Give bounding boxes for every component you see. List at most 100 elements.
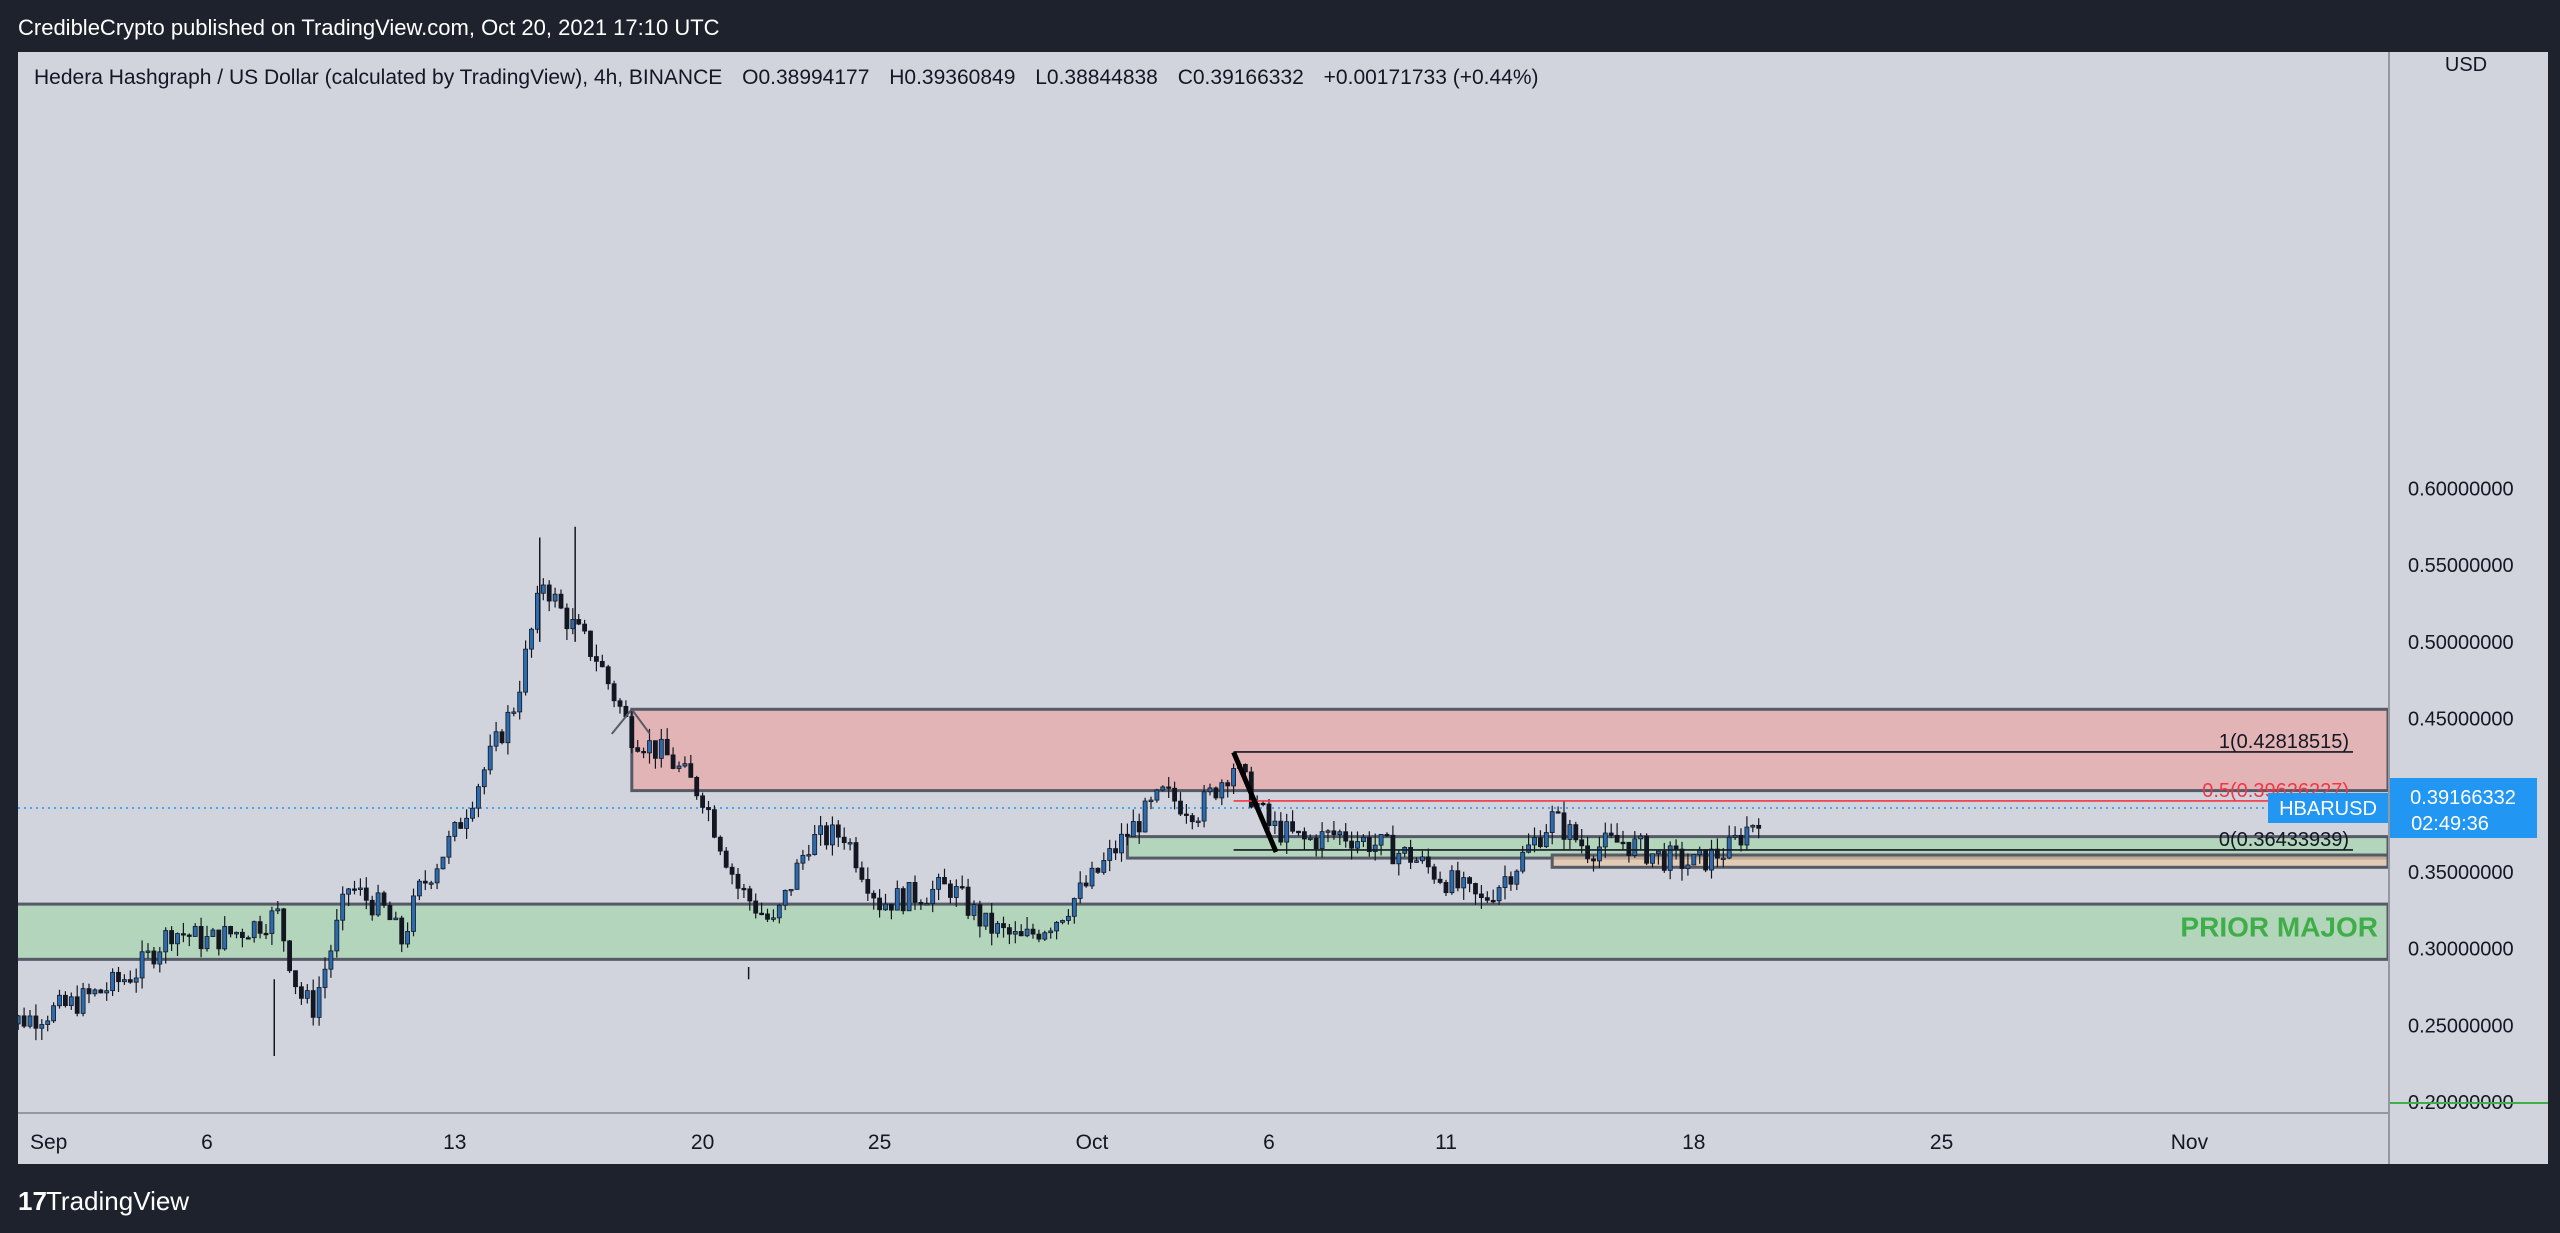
candle-body xyxy=(1449,870,1455,894)
price-axis[interactable]: USD 0.60000000 0.55000000 0.50000000 0.45000… xyxy=(2388,52,2548,1164)
candle-body xyxy=(1667,845,1673,871)
price-tick-label: 0.55000000 xyxy=(2408,555,2514,577)
candle-body xyxy=(346,888,352,895)
candle-body xyxy=(74,996,80,1014)
candle-body xyxy=(304,990,310,999)
candle-body xyxy=(948,883,953,898)
change-value: +0.00171733 (+0.44%) xyxy=(1323,66,1539,89)
candle-body xyxy=(18,1015,21,1025)
candle-body xyxy=(33,1015,39,1029)
candle-body xyxy=(122,979,127,983)
candle-body xyxy=(399,917,405,945)
candle-body xyxy=(1266,803,1272,827)
candle-body xyxy=(1425,856,1431,868)
candle-body xyxy=(1656,850,1661,855)
candle-body xyxy=(1437,878,1443,883)
candle-body xyxy=(1502,876,1508,888)
chart-canvas[interactable]: 1(0.42818515)0.5(0.39626227)0(0.36433939… xyxy=(18,52,2388,1112)
candle-body xyxy=(1077,882,1083,899)
tradingview-logo[interactable]: 17TradingView xyxy=(18,1186,190,1216)
candle-body xyxy=(1018,931,1024,937)
candle-body xyxy=(1172,787,1177,802)
candle-body xyxy=(523,648,529,693)
candle-body xyxy=(883,903,888,911)
candle-body xyxy=(363,887,369,901)
time-axis-canvas[interactable]: Sep 6 13 20 25 Oct 6 11 18 25 Nov xyxy=(18,1114,2388,1164)
candle-body xyxy=(959,886,965,889)
candle-body xyxy=(658,738,664,759)
candle-body xyxy=(635,747,641,752)
candle-body xyxy=(588,630,593,657)
candle-body xyxy=(1744,826,1750,846)
candle-body xyxy=(1355,841,1360,849)
candle-body xyxy=(735,873,741,889)
candle-body xyxy=(245,937,251,940)
candle-body xyxy=(228,926,234,935)
price-axis-canvas[interactable]: USD 0.60000000 0.55000000 0.50000000 0.45000… xyxy=(2390,52,2548,1164)
candle-body xyxy=(470,807,475,819)
candle-body xyxy=(529,628,534,650)
candle-body xyxy=(1626,841,1632,856)
candle-body xyxy=(86,988,92,995)
candle-body xyxy=(1290,821,1295,832)
candle-body xyxy=(1325,830,1331,833)
candle-body xyxy=(1095,867,1101,873)
candle-body xyxy=(104,990,110,994)
candle-body xyxy=(1673,845,1679,850)
bar-countdown: 02:49:36 xyxy=(2411,813,2489,835)
candle-body xyxy=(582,623,587,632)
candle-body xyxy=(1614,834,1620,843)
candle-body xyxy=(552,593,558,602)
candle-body xyxy=(1101,860,1107,873)
candle-body xyxy=(977,904,983,927)
candle-body xyxy=(664,738,670,756)
time-tick-label: 6 xyxy=(1263,1131,1275,1154)
time-axis[interactable]: Sep 6 13 20 25 Oct 6 11 18 25 Nov xyxy=(18,1112,2388,1164)
candle-body xyxy=(1231,768,1236,787)
candle-body xyxy=(1597,846,1602,862)
candle-body xyxy=(116,971,121,983)
candle-body xyxy=(841,836,847,844)
candle-body xyxy=(186,934,192,937)
candle-body xyxy=(1473,883,1478,895)
candle-body xyxy=(175,933,180,945)
candle-body xyxy=(800,854,806,864)
candle-body xyxy=(1213,787,1219,799)
candle-body xyxy=(352,888,357,891)
candle-body xyxy=(712,809,717,838)
candle-body xyxy=(1349,840,1354,849)
candle-body xyxy=(930,888,936,905)
candle-body xyxy=(1054,921,1059,932)
candle-body xyxy=(1066,915,1071,921)
candle-body xyxy=(1561,812,1567,840)
candle-body xyxy=(452,822,458,837)
zone-marker xyxy=(611,707,651,735)
candle-body xyxy=(328,950,334,970)
candle-body xyxy=(1036,933,1042,940)
high-label: H xyxy=(889,66,905,89)
candle-body xyxy=(1585,845,1590,860)
candle-body xyxy=(877,897,882,911)
candle-body xyxy=(275,908,281,912)
candle-body xyxy=(505,711,511,744)
candle-body xyxy=(540,584,546,594)
candle-body xyxy=(1555,811,1561,814)
candle-body xyxy=(481,769,487,788)
candle-body xyxy=(1142,800,1148,833)
candle-body xyxy=(57,994,62,1007)
open-value: 0.38994177 xyxy=(758,66,870,89)
candle-body xyxy=(889,903,894,911)
chart-pane[interactable]: 1(0.42818515) 0.5(0.39626227) 0(0.36433939… xyxy=(18,52,2388,1164)
candle-body xyxy=(1302,831,1307,840)
candle-body xyxy=(759,912,764,916)
candle-body xyxy=(942,876,947,885)
candle-body xyxy=(983,912,989,927)
time-tick-label: 18 xyxy=(1682,1131,1705,1154)
candle-body xyxy=(859,867,865,880)
candle-body xyxy=(747,888,753,902)
candle-body xyxy=(357,887,363,890)
candle-body xyxy=(535,592,540,630)
candle-body xyxy=(1278,820,1284,843)
candle-body xyxy=(422,880,428,884)
candle-body xyxy=(1396,852,1402,865)
